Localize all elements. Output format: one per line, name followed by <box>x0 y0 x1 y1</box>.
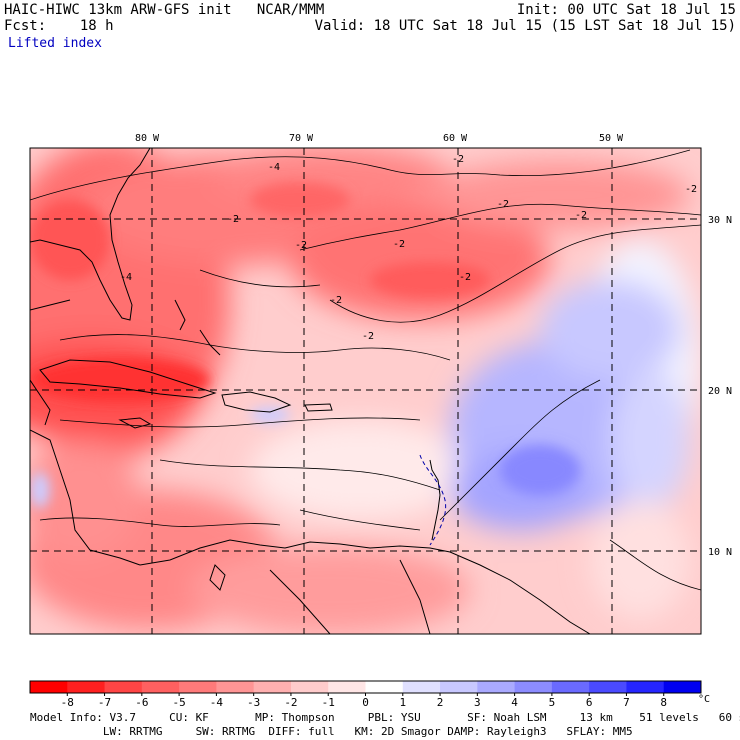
colorbar-label: 1 <box>399 696 407 709</box>
colorbar-swatch <box>365 681 404 693</box>
colorbar-label: 8 <box>660 696 668 709</box>
colorbar-swatch <box>514 681 553 693</box>
lon-label-70w: 70 W <box>289 133 314 144</box>
colorbar-swatch <box>253 681 292 693</box>
lat-label-20n: 20 N <box>708 386 732 397</box>
init-time: Init: 00 UTC Sat 18 Jul 15 <box>516 2 736 18</box>
colorbar-swatch <box>551 681 590 693</box>
colorbar-unit: °C <box>697 694 711 705</box>
field-name: Lifted index <box>8 36 102 51</box>
model-info-line2: LW: RRTMG SW: RRTMG DIFF: full KM: 2D Sm… <box>30 725 633 738</box>
colorbar-label: 3 <box>474 696 481 709</box>
colorbar-label: -5 <box>172 696 186 709</box>
colorbar <box>29 680 702 696</box>
colorbar-label: 0 <box>362 696 369 709</box>
colorbar-swatch <box>626 681 665 693</box>
colorbar-swatch <box>290 681 329 693</box>
colorbar-label: -8 <box>60 696 74 709</box>
model-title: HAIC-HIWC 13km ARW-GFS init NCAR/MMM <box>4 2 325 18</box>
colorbar-swatch <box>440 681 478 693</box>
colorbar-swatch <box>67 681 106 693</box>
colorbar-label: 2 <box>436 696 444 709</box>
contour-label: -4 <box>120 272 132 283</box>
lat-label-30n: 30 N <box>708 215 732 226</box>
colorbar-swatch <box>402 681 441 693</box>
lon-label-60w: 60 W <box>443 133 468 144</box>
contours <box>30 149 701 591</box>
colorbar-swatch <box>663 681 702 693</box>
lat-label-10n: 10 N <box>708 547 732 558</box>
contour-label: -2 <box>362 331 374 342</box>
colorbar-label: 5 <box>548 696 556 709</box>
colorbar-label: -4 <box>209 696 223 709</box>
graticule <box>30 148 701 634</box>
model-info-line1: Model Info: V3.7 CU: KF MP: Thompson PBL… <box>30 711 740 724</box>
lon-label-80w: 80 W <box>135 133 160 144</box>
colorbar-label: 6 <box>585 696 593 709</box>
colorbar-swatch <box>328 681 366 693</box>
contour-label: -4 <box>268 162 280 173</box>
forecast-hour: Fcst: 18 h <box>4 18 114 34</box>
colorbar-label: -3 <box>247 696 261 709</box>
lon-label-50w: 50 W <box>599 133 624 144</box>
contour-label: -2 <box>227 214 239 225</box>
colorbar-swatch <box>30 681 68 693</box>
contour-label: -2 <box>295 240 307 251</box>
contour-label: -2 <box>497 199 509 210</box>
colorbar-swatch <box>589 681 627 693</box>
map-frame <box>29 147 702 635</box>
colorbar-swatch <box>216 681 255 693</box>
contour-label: -2 <box>685 184 697 195</box>
contour-label: -2 <box>459 272 471 283</box>
colorbar-swatch <box>477 681 516 693</box>
contour-label: -2 <box>393 239 405 250</box>
contour-labels: -4 -2 -2 -2 -2 -2 -2 -2 -4 -2 -2 -2 <box>120 154 697 342</box>
colorbar-label: -7 <box>97 696 112 709</box>
positive-contour <box>419 454 447 546</box>
contour-label: -2 <box>575 210 587 221</box>
valid-time: Valid: 18 UTC Sat 18 Jul 15 (15 LST Sat … <box>314 18 736 34</box>
colorbar-label: 7 <box>623 696 630 709</box>
colorbar-swatch <box>104 681 143 693</box>
colorbar-swatch <box>141 681 180 693</box>
colorbar-label: 4 <box>511 696 518 709</box>
colorbar-label: -1 <box>321 696 335 709</box>
contour-label: -2 <box>452 154 464 165</box>
colorbar-label: -6 <box>135 696 149 709</box>
shaded-field: -4 -2 -2 -2 -2 -2 -2 -2 -4 -2 -2 -2 <box>30 148 701 634</box>
colorbar-swatch <box>179 681 217 693</box>
colorbar-label: -2 <box>284 696 298 709</box>
contour-label: -2 <box>330 295 342 306</box>
